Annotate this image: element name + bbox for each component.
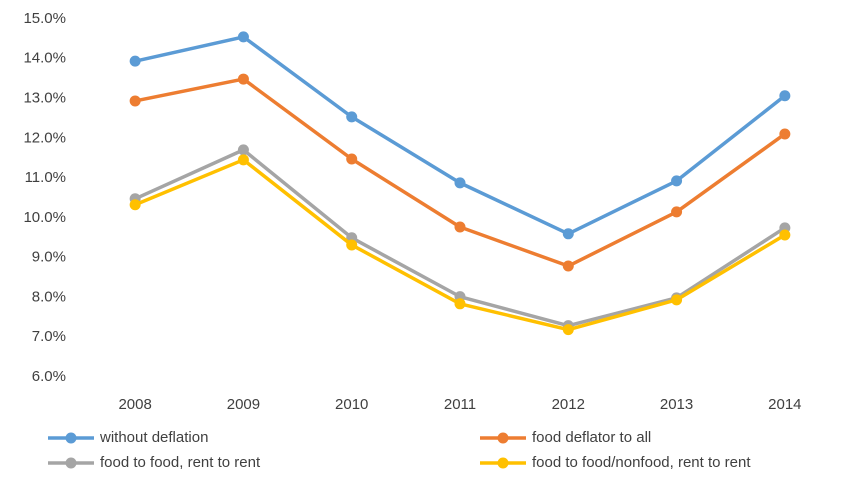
- y-tick-label: 9.0%: [32, 249, 66, 266]
- legend-marker: [65, 432, 77, 444]
- y-tick-label: 11.0%: [25, 169, 66, 186]
- data-point: [129, 199, 141, 211]
- data-point: [779, 90, 791, 102]
- data-point: [779, 229, 791, 241]
- data-point: [671, 175, 683, 187]
- y-tick-label: 15.0%: [23, 10, 66, 27]
- y-tick-label: 12.0%: [23, 129, 66, 146]
- y-tick-label: 14.0%: [23, 50, 66, 67]
- data-point: [346, 111, 358, 123]
- data-point: [346, 153, 358, 165]
- data-point: [562, 324, 574, 336]
- x-tick-label: 2010: [335, 396, 368, 413]
- data-point: [129, 95, 141, 107]
- data-point: [237, 154, 249, 166]
- data-point: [454, 177, 466, 189]
- x-tick-label: 2012: [552, 396, 585, 413]
- legend-marker: [497, 432, 509, 444]
- data-point: [237, 31, 249, 43]
- data-point: [454, 298, 466, 310]
- data-point: [129, 55, 141, 67]
- data-point: [671, 294, 683, 306]
- x-tick-label: 2009: [227, 396, 260, 413]
- data-point: [454, 221, 466, 233]
- data-point: [562, 260, 574, 272]
- legend-label: food to food/nonfood, rent to rent: [532, 454, 751, 471]
- x-tick-label: 2011: [444, 396, 476, 413]
- y-tick-label: 8.0%: [32, 288, 66, 305]
- y-tick-label: 6.0%: [32, 368, 66, 385]
- legend-marker: [497, 457, 509, 469]
- data-point: [237, 144, 249, 156]
- data-point: [671, 206, 683, 218]
- y-tick-label: 10.0%: [23, 209, 66, 226]
- data-point: [237, 73, 249, 85]
- legend-label: without deflation: [99, 429, 208, 446]
- legend-label: food deflator to all: [532, 429, 651, 446]
- legend-marker: [65, 457, 77, 469]
- x-tick-label: 2013: [660, 396, 693, 413]
- y-tick-label: 13.0%: [23, 90, 66, 107]
- y-tick-label: 7.0%: [32, 328, 66, 345]
- x-tick-label: 2008: [118, 396, 151, 413]
- data-point: [779, 128, 791, 140]
- x-tick-label: 2014: [768, 396, 801, 413]
- data-point: [562, 228, 574, 240]
- data-point: [346, 239, 358, 251]
- legend-label: food to food, rent to rent: [100, 454, 261, 471]
